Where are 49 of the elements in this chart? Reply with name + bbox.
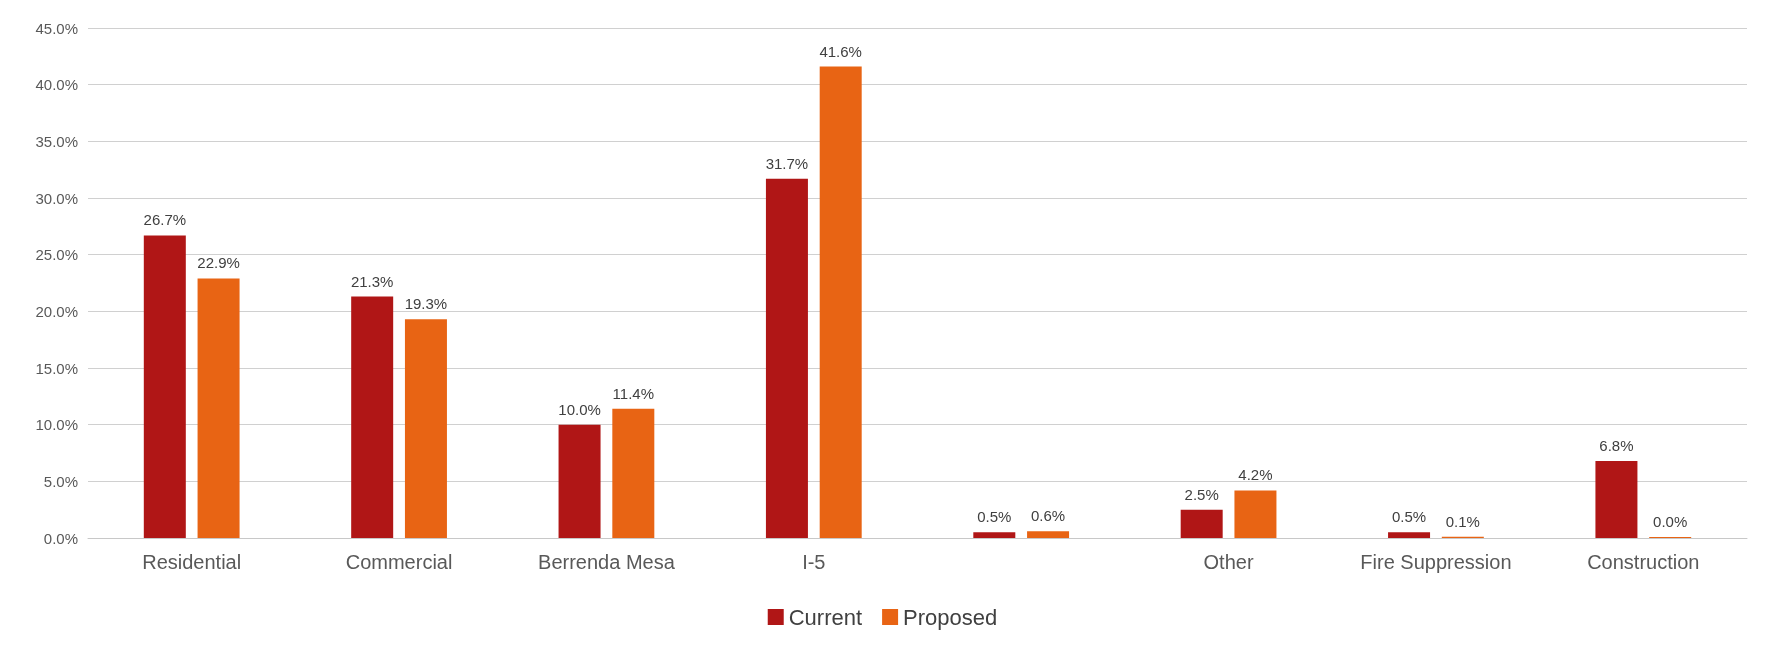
y-tick-label: 20.0%	[35, 302, 78, 320]
data-label: 0.0%	[1653, 513, 1688, 530]
bar	[558, 424, 601, 538]
bar	[197, 278, 240, 538]
y-tick-label: 45.0%	[35, 19, 78, 37]
y-tick-label: 40.0%	[35, 76, 78, 94]
data-label: 11.4%	[612, 384, 655, 402]
x-tick-label: Residential	[142, 551, 242, 573]
data-label: 26.7%	[143, 211, 187, 229]
x-tick-label: Commercial	[345, 551, 453, 573]
x-tick-label: Other	[1203, 551, 1254, 573]
data-label: 0.5%	[1391, 508, 1427, 526]
x-tick-label: Construction	[1587, 551, 1700, 573]
bar	[1388, 532, 1431, 538]
legend-label: Proposed	[903, 604, 998, 630]
y-tick-label: 30.0%	[35, 189, 78, 207]
bar	[1595, 460, 1638, 538]
x-tick-label: Fire Suppression	[1360, 551, 1512, 573]
data-label: 4.2%	[1238, 466, 1273, 484]
y-tick-label: 5.0%	[43, 472, 78, 490]
data-label: 0.5%	[977, 508, 1012, 526]
data-label: 41.6%	[819, 42, 862, 60]
data-label: 2.5%	[1184, 485, 1219, 503]
x-tick-label: I-5	[802, 551, 826, 573]
bar	[765, 178, 808, 538]
bar	[1180, 509, 1223, 538]
y-tick-label: 0.0%	[43, 529, 78, 547]
legend-label: Current	[788, 604, 863, 630]
data-label: 21.3%	[350, 272, 394, 290]
bar	[973, 532, 1016, 538]
x-tick-label: Berrenda Mesa	[538, 551, 676, 573]
data-label: 19.3%	[404, 295, 448, 313]
y-tick-label: 15.0%	[35, 359, 78, 377]
bar	[351, 296, 394, 538]
bar	[1027, 531, 1070, 538]
y-tick-label: 25.0%	[35, 246, 78, 264]
data-label: 22.9%	[197, 254, 240, 272]
data-label: 0.1%	[1445, 512, 1480, 530]
bar	[404, 319, 447, 538]
data-label: 6.8%	[1599, 436, 1634, 454]
data-label: 0.6%	[1030, 507, 1066, 525]
bar	[612, 408, 655, 538]
bar	[819, 66, 862, 538]
bar	[1234, 490, 1277, 538]
bar	[143, 235, 186, 538]
data-label: 10.0%	[558, 400, 601, 418]
y-tick-label: 35.0%	[35, 132, 78, 150]
y-tick-label: 10.0%	[35, 416, 78, 434]
data-label: 31.7%	[765, 154, 809, 172]
